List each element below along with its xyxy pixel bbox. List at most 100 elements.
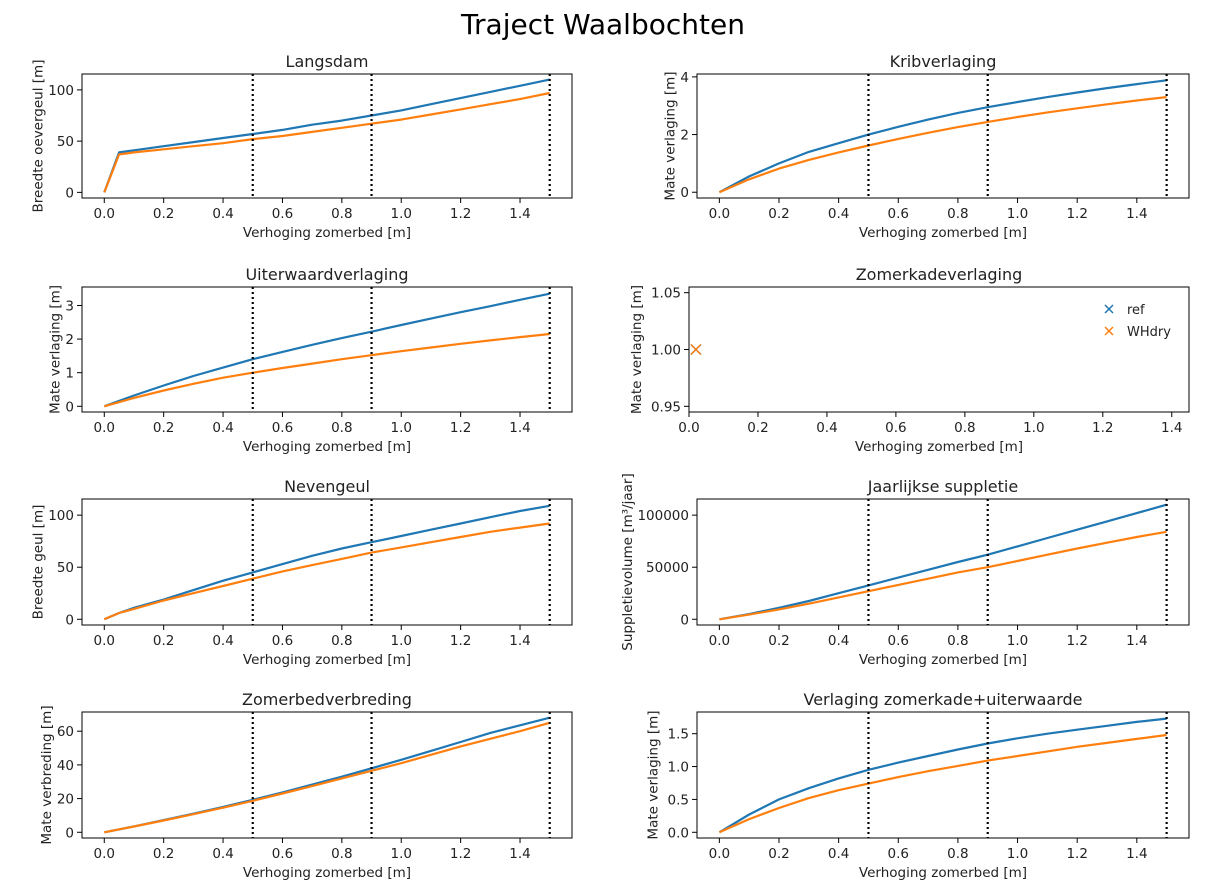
x-tick-label: 1.0 — [391, 633, 412, 649]
series-line-WHdry — [718, 96, 1167, 194]
x-tick-label: 0.8 — [331, 420, 352, 436]
axes-frame — [696, 73, 1190, 199]
subplot-title: Uiterwaardverlaging — [245, 265, 408, 284]
y-tick-label: 1.0 — [668, 760, 689, 776]
y-tick-label: 0 — [65, 185, 74, 201]
plot-area — [103, 292, 550, 408]
x-tick-label: 1.4 — [1126, 206, 1147, 222]
x-tick-label: 0.4 — [212, 420, 233, 436]
x-tick-label: 0.4 — [816, 420, 837, 436]
legend-marker — [1104, 326, 1114, 336]
series-line-WHdry — [103, 91, 550, 193]
x-tick-label: 1.2 — [1092, 420, 1113, 436]
x-tick-label: 0.0 — [94, 206, 115, 222]
x-axis-label: Verhoging zomerbed [m] — [859, 225, 1027, 241]
y-tick-label: 4 — [680, 70, 689, 86]
x-tick-label: 0.6 — [272, 420, 293, 436]
series-line-ref — [103, 292, 550, 408]
x-tick-label: 0.0 — [94, 633, 115, 649]
x-tick-label: 0.8 — [331, 846, 352, 862]
y-axis-label: Suppletievolume [m³/jaar] — [620, 473, 636, 650]
series-line-WHdry — [104, 332, 550, 408]
x-tick-label: 0.0 — [709, 633, 730, 649]
subplot-title: Nevengeul — [284, 477, 370, 496]
x-tick-label: 0.2 — [747, 420, 768, 436]
x-tick-label: 1.4 — [509, 420, 530, 436]
x-tick-label: 1.0 — [391, 846, 412, 862]
x-tick-label: 0.2 — [153, 633, 174, 649]
x-tick-label: 1.2 — [1066, 846, 1087, 862]
x-tick-label: 1.0 — [391, 420, 412, 436]
y-tick-label: 100000 — [637, 508, 689, 524]
x-tick-label: 0.2 — [153, 846, 174, 862]
x-tick-label: 0.6 — [888, 846, 909, 862]
x-axis-label: Verhoging zomerbed [m] — [243, 865, 411, 881]
plot-area — [103, 504, 550, 621]
subplot-title: Langsdam — [286, 52, 369, 71]
y-axis-label: Mate verlaging [m] — [629, 285, 645, 414]
y-tick-label: 1 — [65, 366, 74, 382]
x-tick-label: 0.6 — [272, 846, 293, 862]
y-tick-label: 1.00 — [651, 343, 681, 359]
y-tick-label: 2 — [65, 332, 74, 348]
subplot-title: Jaarlijkse suppletie — [867, 477, 1018, 496]
x-axis-label: Verhoging zomerbed [m] — [243, 225, 411, 241]
y-tick-label: 2 — [680, 128, 689, 144]
x-tick-label: 1.2 — [450, 206, 471, 222]
x-tick-label: 1.4 — [1126, 846, 1147, 862]
y-tick-label: 3 — [65, 298, 74, 314]
x-tick-label: 1.0 — [1023, 420, 1044, 436]
x-tick-label: 0.6 — [272, 206, 293, 222]
x-tick-label: 1.0 — [391, 206, 412, 222]
plot-area — [718, 717, 1167, 834]
x-tick-label: 0.4 — [212, 846, 233, 862]
series-line-ref — [103, 78, 550, 193]
y-tick-label: 0.95 — [651, 399, 681, 415]
y-axis-label: Breedte oevergeul [m] — [31, 60, 47, 213]
y-tick-label: 1.5 — [668, 727, 689, 743]
y-axis-label: Mate verlaging [m] — [646, 710, 662, 839]
x-tick-label: 1.2 — [450, 846, 471, 862]
x-tick-label: 0.4 — [828, 206, 849, 222]
plot-area — [718, 79, 1167, 194]
x-axis-label: Verhoging zomerbed [m] — [859, 865, 1027, 881]
subplot-title: Zomerbedverbreding — [242, 690, 412, 709]
x-tick-label: 1.4 — [1161, 420, 1182, 436]
y-axis-label: Mate verlaging [m] — [48, 285, 64, 414]
subplot-3: Uiterwaardverlaging 0.0 0.2 0.4 0.6 0.8 1.0 1.2… — [48, 265, 573, 455]
series-line-WHdry — [104, 721, 550, 834]
axes-frame — [696, 498, 1190, 626]
x-tick-label: 0.6 — [888, 633, 909, 649]
subplot-4: Zomerkadeverlaging 0.0 0.2 0.4 0.6 0.8 1.0 1.2 1… — [629, 265, 1190, 455]
legend-label: ref — [1127, 303, 1145, 318]
x-tick-label: 0.8 — [954, 420, 975, 436]
series-line-ref — [718, 79, 1167, 194]
subplot-1: Langsdam 0.0 0.2 0.4 0.6 0.8 1.0 1.2 1.4 0 50 100 Ve… — [31, 52, 573, 241]
x-tick-label: 1.4 — [509, 846, 530, 862]
y-tick-label: 1.05 — [651, 286, 681, 302]
y-tick-label: 0.0 — [668, 825, 689, 841]
plot-area — [104, 716, 550, 834]
x-tick-label: 0.4 — [828, 846, 849, 862]
subplot-title: Zomerkadeverlaging — [856, 265, 1023, 284]
y-tick-label: 50000 — [646, 560, 689, 576]
x-tick-label: 0.0 — [709, 846, 730, 862]
x-tick-label: 0.6 — [888, 206, 909, 222]
y-tick-label: 100 — [48, 83, 74, 99]
axes-frame — [81, 711, 573, 839]
y-axis-label: Mate verbreding [m] — [39, 705, 55, 844]
y-axis-label: Breedte geul [m] — [31, 505, 47, 620]
x-tick-label: 0.0 — [94, 420, 115, 436]
x-tick-label: 0.6 — [272, 633, 293, 649]
plot-area — [103, 78, 550, 193]
x-tick-label: 0.2 — [768, 846, 789, 862]
x-tick-label: 0.0 — [678, 420, 699, 436]
y-tick-label: 60 — [57, 724, 74, 740]
x-axis-label: Verhoging zomerbed [m] — [243, 439, 411, 455]
series-line-WHdry — [103, 522, 550, 621]
y-tick-label: 0 — [680, 612, 689, 628]
x-tick-label: 1.2 — [450, 420, 471, 436]
series-line-WHdry — [718, 733, 1167, 834]
figure-title: Traject Waalbochten — [461, 8, 745, 41]
